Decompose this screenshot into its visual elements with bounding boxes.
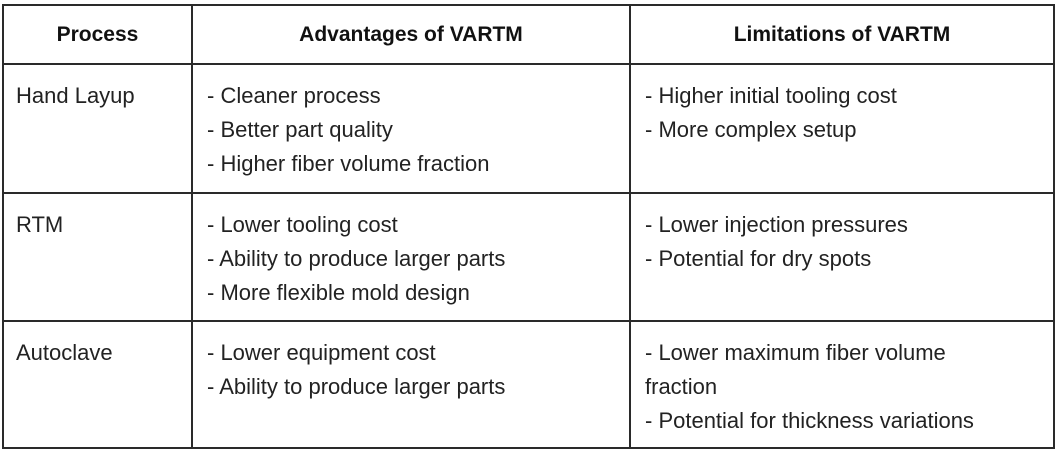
limitation-item: - Higher initial tooling cost: [645, 83, 897, 108]
limitations-cell: - Lower maximum fiber volume fraction - …: [629, 320, 1055, 449]
limitation-item: - Lower injection pressures: [645, 212, 908, 237]
process-cell: Autoclave: [2, 320, 193, 449]
process-cell: Hand Layup: [2, 63, 193, 194]
header-row: Process Advantages of VARTM Limitations …: [2, 4, 1055, 65]
limitation-item: - Potential for dry spots: [645, 246, 872, 271]
comparison-table: Process Advantages of VARTM Limitations …: [2, 4, 1055, 449]
limitations-cell: - Lower injection pressures - Potential …: [629, 192, 1055, 322]
process-name: Autoclave: [16, 340, 113, 365]
limitation-item: - More complex setup: [645, 117, 857, 142]
limitations-cell: - Higher initial tooling cost - More com…: [629, 63, 1055, 194]
process-cell: RTM: [2, 192, 193, 322]
advantages-cell: - Lower equipment cost - Ability to prod…: [191, 320, 631, 449]
table-row: Autoclave - Lower equipment cost - Abili…: [2, 320, 1055, 449]
process-name: Hand Layup: [16, 83, 135, 108]
header-process: Process: [2, 4, 193, 65]
limitation-item: - Potential for thickness variations: [645, 408, 974, 433]
advantage-item: - Cleaner process: [207, 83, 381, 108]
header-limitations: Limitations of VARTM: [629, 4, 1055, 65]
advantage-item: - Lower equipment cost: [207, 340, 436, 365]
header-advantages: Advantages of VARTM: [191, 4, 631, 65]
advantage-item: - Ability to produce larger parts: [207, 246, 506, 271]
advantages-cell: - Cleaner process - Better part quality …: [191, 63, 631, 194]
advantage-item: - Higher fiber volume fraction: [207, 151, 490, 176]
advantage-item: - Lower tooling cost: [207, 212, 398, 237]
advantage-item: - Ability to produce larger parts: [207, 374, 506, 399]
advantage-item: - More flexible mold design: [207, 280, 470, 305]
table-row: Hand Layup - Cleaner process - Better pa…: [2, 63, 1055, 194]
table-row: RTM - Lower tooling cost - Ability to pr…: [2, 192, 1055, 322]
advantages-cell: - Lower tooling cost - Ability to produc…: [191, 192, 631, 322]
limitation-item: - Lower maximum fiber volume fraction: [645, 340, 946, 399]
advantage-item: - Better part quality: [207, 117, 393, 142]
process-name: RTM: [16, 212, 64, 237]
